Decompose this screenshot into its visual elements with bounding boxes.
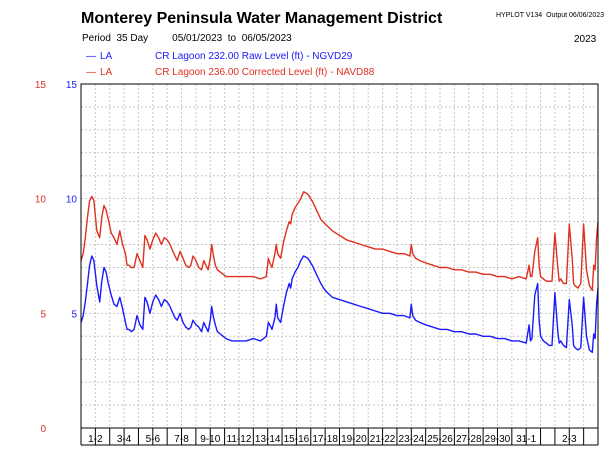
inner-y-tick-label: 5	[71, 309, 77, 320]
output-date: Output 06/06/2023	[546, 12, 605, 19]
legend-symbol-corrected: —	[86, 67, 96, 78]
x-tick-label: 2-3	[562, 434, 577, 445]
left-y-tick-label: 15	[35, 80, 47, 91]
legend-entry-raw: — LA CR Lagoon 232.00 Raw Level (ft) - NGV…	[86, 51, 352, 62]
legend-symbol-raw: —	[86, 51, 96, 62]
legend-entry-corrected: — LA CR Lagoon 236.00 Corrected Level (ft)…	[86, 67, 374, 78]
x-tick-label: 25-26	[427, 434, 453, 445]
series-line-raw	[80, 255, 599, 353]
x-tick-label: 5-6	[146, 434, 161, 445]
x-tick-label: 29-30	[485, 434, 511, 445]
date-to: 06/05/2023	[241, 33, 292, 44]
period-length: 35 Day	[116, 33, 149, 44]
left-y-tick-label: 0	[40, 424, 46, 435]
axis-layer: 1-2 3-4 5-6 7-8 9-10 11-12 13-14 15-16 17-18 19-2…	[35, 80, 599, 446]
program-info: HYPLOT V134 Output 06/06/2023	[496, 12, 604, 19]
x-tick-label: 17-18	[312, 434, 338, 445]
x-tick-label: 13-14	[255, 434, 281, 445]
x-tick-label: 19-20	[341, 434, 367, 445]
x-tick-label: 27-28	[456, 434, 482, 445]
legend-name-corrected: CR Lagoon 236.00 Corrected Level (ft) - …	[155, 67, 375, 78]
x-tick-label: 23-24	[399, 434, 425, 445]
period-label: Period	[82, 33, 111, 44]
x-tick-label: 3-4	[117, 434, 132, 445]
legend-site-raw: LA	[100, 51, 113, 62]
inner-y-tick-label: 15	[66, 80, 78, 91]
series-layer	[80, 191, 599, 353]
chart-title: Monterey Peninsula Water Management Dist…	[81, 10, 443, 27]
year-label: 2023	[574, 34, 597, 45]
x-tick-label: 11-12	[227, 434, 252, 445]
x-tick-label: 21-22	[370, 434, 396, 445]
series-line-corrected	[80, 191, 599, 292]
program-version: HYPLOT V134	[496, 12, 543, 19]
x-tick-label: 31-1	[516, 434, 536, 445]
x-tick-label: 15-16	[284, 434, 310, 445]
period-info: Period 35 Day 05/01/2023 to 06/05/2023	[82, 33, 292, 44]
date-to-word: to	[227, 33, 237, 44]
x-tick-label: 9-10	[200, 434, 220, 445]
left-y-tick-label: 5	[40, 309, 46, 320]
legend-site-corrected: LA	[100, 67, 113, 78]
x-tick-label: 1-2	[88, 434, 103, 445]
date-from: 05/01/2023	[172, 33, 223, 44]
x-tick-label: 7-8	[174, 434, 189, 445]
grid-layer	[81, 84, 598, 428]
legend-name-raw: CR Lagoon 232.00 Raw Level (ft) - NGVD29	[155, 51, 353, 62]
left-y-tick-label: 10	[35, 195, 47, 206]
inner-y-tick-label: 10	[66, 195, 78, 206]
